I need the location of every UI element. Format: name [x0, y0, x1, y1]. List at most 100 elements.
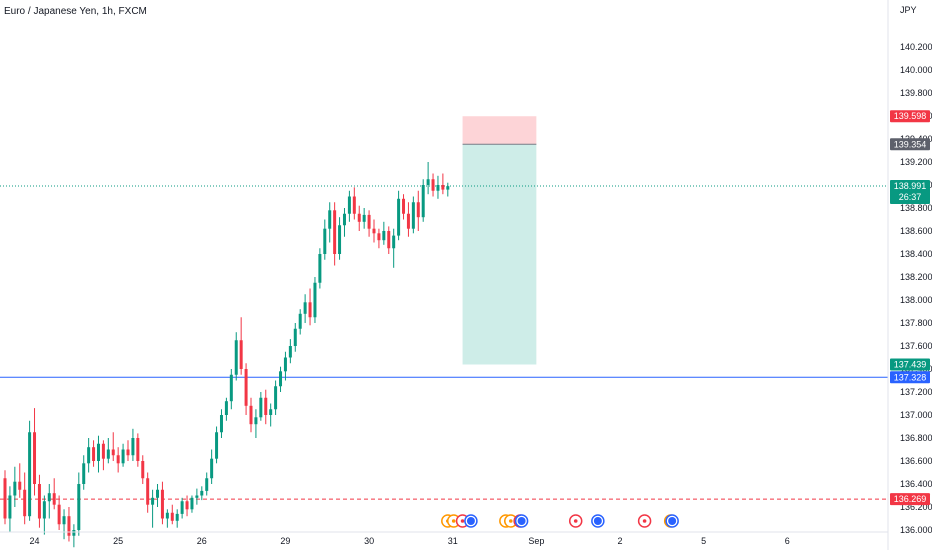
event-marker-icon[interactable]	[637, 514, 652, 528]
svg-text:136.269: 136.269	[894, 494, 927, 504]
price-tick-label: 138.000	[900, 295, 932, 305]
price-tick-label: 140.200	[900, 42, 932, 52]
candle	[254, 409, 258, 438]
candle	[175, 509, 179, 528]
candle	[126, 440, 130, 461]
candle	[283, 351, 287, 381]
candle	[215, 426, 219, 464]
candle	[421, 179, 425, 222]
candle	[249, 397, 253, 433]
candle	[402, 194, 406, 220]
candle	[47, 484, 51, 519]
candle	[151, 489, 155, 528]
candle	[28, 420, 32, 521]
event-marker-icon[interactable]	[568, 514, 583, 528]
candle	[392, 228, 396, 268]
candle	[313, 277, 317, 323]
candle	[441, 173, 445, 195]
price-tick-label: 138.200	[900, 272, 932, 282]
candle	[347, 190, 351, 222]
candle	[131, 428, 135, 461]
event-marker-icon[interactable]	[514, 514, 529, 528]
currency-unit: JPY	[900, 5, 917, 15]
position-zones	[462, 116, 537, 365]
candle	[165, 509, 169, 528]
time-tick-label: 31	[448, 536, 458, 546]
candle	[279, 366, 283, 392]
take-profit-zone[interactable]	[462, 144, 537, 365]
candle	[106, 438, 110, 464]
time-tick-label: 24	[30, 536, 40, 546]
time-tick-label: 6	[785, 536, 790, 546]
candle	[141, 455, 145, 484]
price-tick-label: 136.400	[900, 479, 932, 489]
candle	[121, 443, 125, 467]
candle	[264, 389, 268, 425]
price-tick-label: 136.600	[900, 456, 932, 466]
price-tick-label: 138.600	[900, 226, 932, 236]
event-marker-icon[interactable]	[464, 514, 478, 528]
candle	[146, 472, 150, 513]
price-tick-label: 136.000	[900, 525, 932, 535]
candle	[416, 190, 420, 231]
candle	[436, 175, 440, 199]
price-tags: 139.598 139.354 137.439 137.328 136.269 138.9…	[890, 110, 930, 506]
price-axis-background	[888, 0, 932, 550]
candle	[323, 219, 327, 260]
candle	[116, 447, 120, 473]
svg-text:137.328: 137.328	[894, 372, 927, 382]
candle	[96, 435, 100, 473]
candle	[406, 202, 410, 237]
candle	[8, 486, 12, 533]
candle	[377, 228, 381, 249]
candle	[37, 474, 41, 528]
time-tick-label: 30	[364, 536, 374, 546]
price-tick-label: 136.200	[900, 502, 932, 512]
price-tick-label: 138.800	[900, 203, 932, 213]
candle	[82, 455, 86, 490]
candle	[190, 495, 194, 513]
candle	[352, 187, 356, 220]
price-tick-label: 136.800	[900, 433, 932, 443]
candle	[42, 495, 46, 535]
time-tick-label: 5	[701, 536, 706, 546]
candle	[367, 210, 371, 237]
candle	[67, 507, 71, 542]
candle	[229, 369, 233, 410]
candle	[219, 409, 223, 438]
price-tick-label: 137.800	[900, 318, 932, 328]
candle	[23, 472, 27, 525]
candle	[446, 182, 450, 197]
candle	[431, 173, 435, 197]
price-tick-label: 140.000	[900, 65, 932, 75]
candle	[160, 481, 164, 525]
candle	[33, 408, 37, 496]
time-tick-label: 25	[113, 536, 123, 546]
price-tag: 137.328	[890, 371, 930, 384]
candle	[293, 323, 297, 352]
event-marker-icon[interactable]	[591, 514, 605, 528]
price-tick-label: 137.200	[900, 387, 932, 397]
candle	[195, 488, 199, 505]
candle	[239, 317, 243, 375]
candle	[426, 162, 430, 195]
candle	[57, 495, 61, 530]
candle	[274, 380, 278, 415]
candle	[136, 433, 140, 467]
countdown-label: 26:37	[899, 192, 922, 202]
candle	[338, 217, 342, 260]
candle	[397, 190, 401, 241]
price-tick-label: 137.600	[900, 341, 932, 351]
candle	[411, 196, 415, 234]
candle	[342, 208, 346, 237]
time-axis[interactable]: 24 25 26 29 30 31 Sep 2 5 6	[0, 531, 888, 546]
economic-events[interactable]	[441, 514, 679, 528]
candle	[52, 478, 56, 510]
stop-loss-zone[interactable]	[462, 116, 537, 145]
svg-text:139.598: 139.598	[894, 111, 927, 121]
price-tick-label: 139.800	[900, 88, 932, 98]
event-marker-icon[interactable]	[665, 514, 679, 528]
candle	[328, 202, 332, 243]
